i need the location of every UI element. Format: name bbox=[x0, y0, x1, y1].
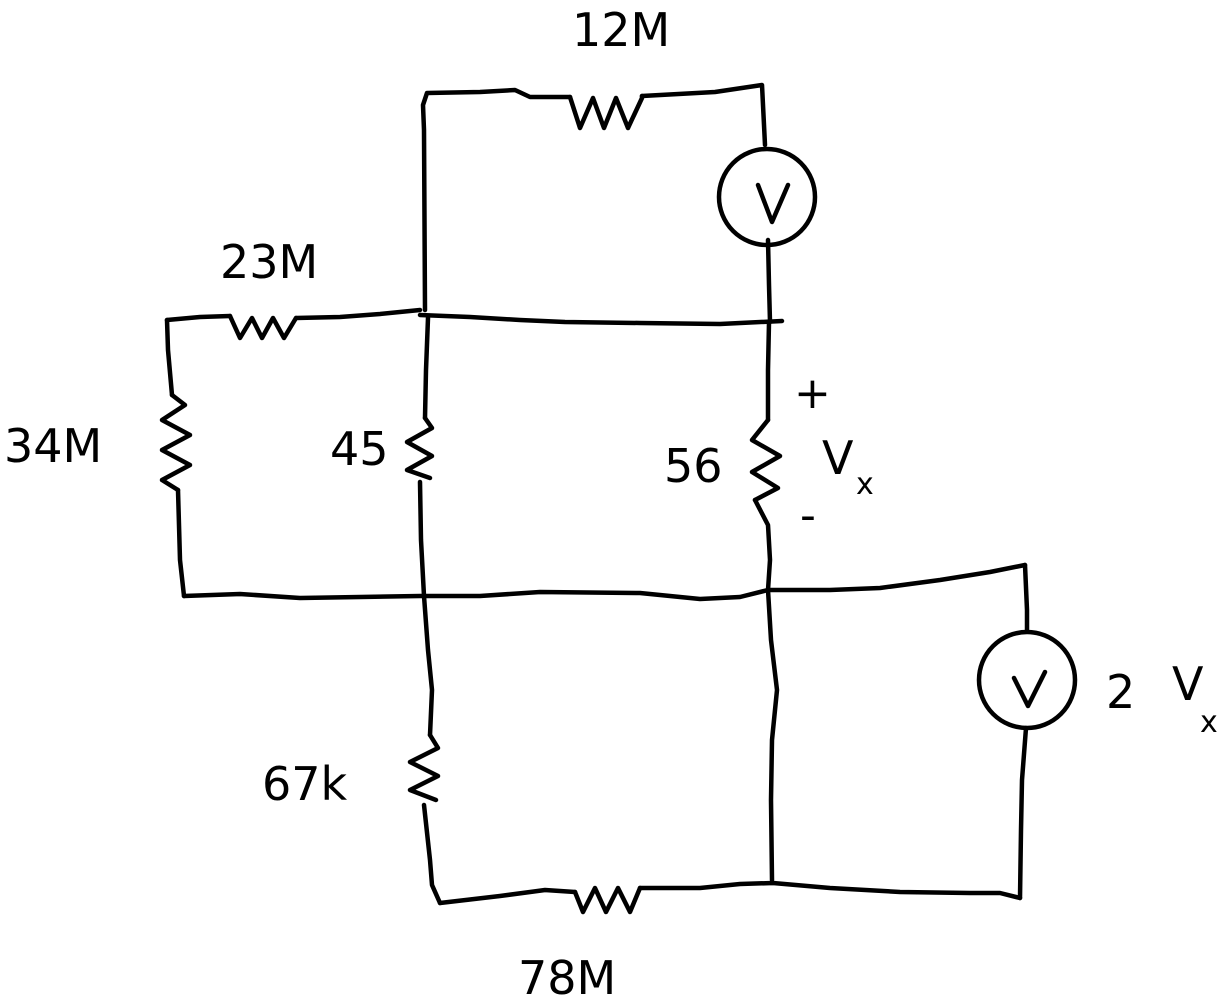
vx-label-sub: x bbox=[856, 467, 874, 502]
wire-upper-left-top bbox=[164, 313, 233, 323]
wire-lower-rail bbox=[181, 562, 1028, 602]
label-56: 56 bbox=[664, 439, 723, 493]
resistor-23m-zigzag bbox=[227, 313, 299, 341]
wire-dep-source-top bbox=[1022, 562, 1030, 633]
wire-67k-bottom bbox=[421, 802, 443, 906]
dep-source-var: V bbox=[1172, 657, 1204, 711]
wire-right-inner-vertical bbox=[765, 587, 780, 883]
wire-top-left-vertical bbox=[420, 87, 573, 313]
resistor-56-zigzag bbox=[749, 417, 783, 503]
vx-minus-sign: - bbox=[800, 490, 816, 541]
wire-45-top bbox=[422, 315, 431, 421]
dependent-source-v-glyph bbox=[1011, 669, 1048, 709]
wire-56-top bbox=[765, 319, 772, 423]
wire-67k-top bbox=[421, 593, 435, 738]
resistor-78m-zigzag bbox=[572, 885, 643, 915]
vx-label-var: V bbox=[822, 431, 854, 485]
label-34m: 34M bbox=[4, 419, 102, 473]
resistor-12m-zigzag bbox=[567, 93, 645, 131]
wire-45-bottom bbox=[417, 479, 427, 599]
resistor-34m-zigzag bbox=[159, 392, 193, 493]
dep-source-gain: 2 bbox=[1106, 665, 1135, 719]
label-12m: 12M bbox=[572, 3, 670, 57]
wire-34m-bottom bbox=[175, 487, 187, 599]
wire-bottom-right bbox=[637, 880, 1023, 901]
resistor-45-zigzag bbox=[404, 415, 435, 481]
label-23m: 23M bbox=[220, 235, 318, 289]
wire-dep-source-bottom bbox=[1017, 725, 1029, 901]
voltage-source-top bbox=[716, 146, 818, 248]
wire-56-bottom bbox=[752, 497, 773, 593]
wire-middle-rail bbox=[417, 312, 785, 327]
label-67k: 67k bbox=[262, 757, 348, 811]
resistor-67k-zigzag bbox=[407, 732, 441, 803]
wire-top-right bbox=[639, 82, 768, 148]
wire-23m-to-node bbox=[293, 307, 423, 321]
label-45: 45 bbox=[330, 422, 389, 476]
voltage-source-top-v-glyph bbox=[755, 182, 791, 225]
dependent-voltage-source bbox=[976, 629, 1078, 731]
wire-bottom-left bbox=[437, 887, 578, 906]
wire-34m-top bbox=[164, 317, 175, 398]
wire-top-source-to-node bbox=[765, 237, 773, 325]
vx-plus-sign: + bbox=[794, 368, 831, 419]
dep-source-sub: x bbox=[1200, 705, 1218, 740]
label-78m: 78M bbox=[518, 951, 616, 999]
